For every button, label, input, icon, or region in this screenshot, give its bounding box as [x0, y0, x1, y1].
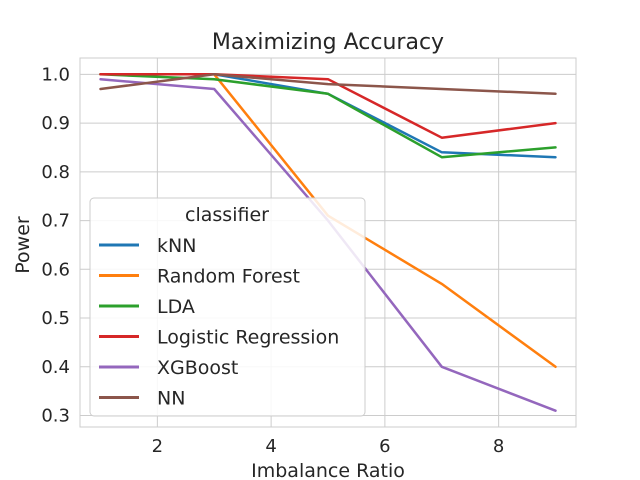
x-tick-label: 4: [265, 436, 276, 457]
chart-title: Maximizing Accuracy: [212, 30, 444, 55]
legend-items: kNN Random Forest LDA Logistic Regression XG…: [99, 235, 339, 410]
series-line-nn: [99, 73, 557, 96]
legend-label-logistic-regression: Logistic Regression: [157, 327, 339, 349]
y-axis-label: Power: [12, 216, 34, 274]
y-tick-label: 1.0: [41, 64, 70, 85]
y-tick-label: 0.7: [41, 211, 70, 232]
y-tick-label: 0.4: [41, 357, 70, 378]
y-tick-label: 0.8: [41, 162, 70, 183]
x-tick-label: 8: [493, 436, 504, 457]
y-tick-label: 0.6: [41, 259, 70, 280]
x-axis-label: Imbalance Ratio: [251, 460, 405, 480]
y-tick-label: 0.9: [41, 113, 70, 134]
x-tick-label: 6: [379, 436, 390, 457]
x-tick-labels: 2 4 6 8: [152, 436, 505, 457]
y-tick-label: 0.3: [41, 406, 70, 427]
legend-label-nn: NN: [157, 388, 185, 410]
series-line-lda: [99, 73, 557, 159]
legend-label-lda: LDA: [157, 296, 195, 318]
legend-label-xgboost: XGBoost: [157, 357, 238, 379]
legend-title: classifier: [185, 204, 269, 226]
series-line-knn: [99, 73, 557, 159]
legend-box: [89, 197, 366, 417]
legend-label-knn: kNN: [157, 235, 196, 257]
y-tick-labels: 0.3 0.4 0.5 0.6 0.7 0.8 0.9 1.0: [41, 64, 70, 426]
legend-label-random-forest: Random Forest: [157, 266, 300, 288]
x-tick-label: 2: [152, 436, 163, 457]
y-tick-label: 0.5: [41, 308, 70, 329]
series-line-logistic-regression: [99, 73, 557, 139]
legend: classifier kNN Random Forest LDA Logistic R…: [89, 197, 366, 417]
plot-frame: [79, 57, 577, 428]
